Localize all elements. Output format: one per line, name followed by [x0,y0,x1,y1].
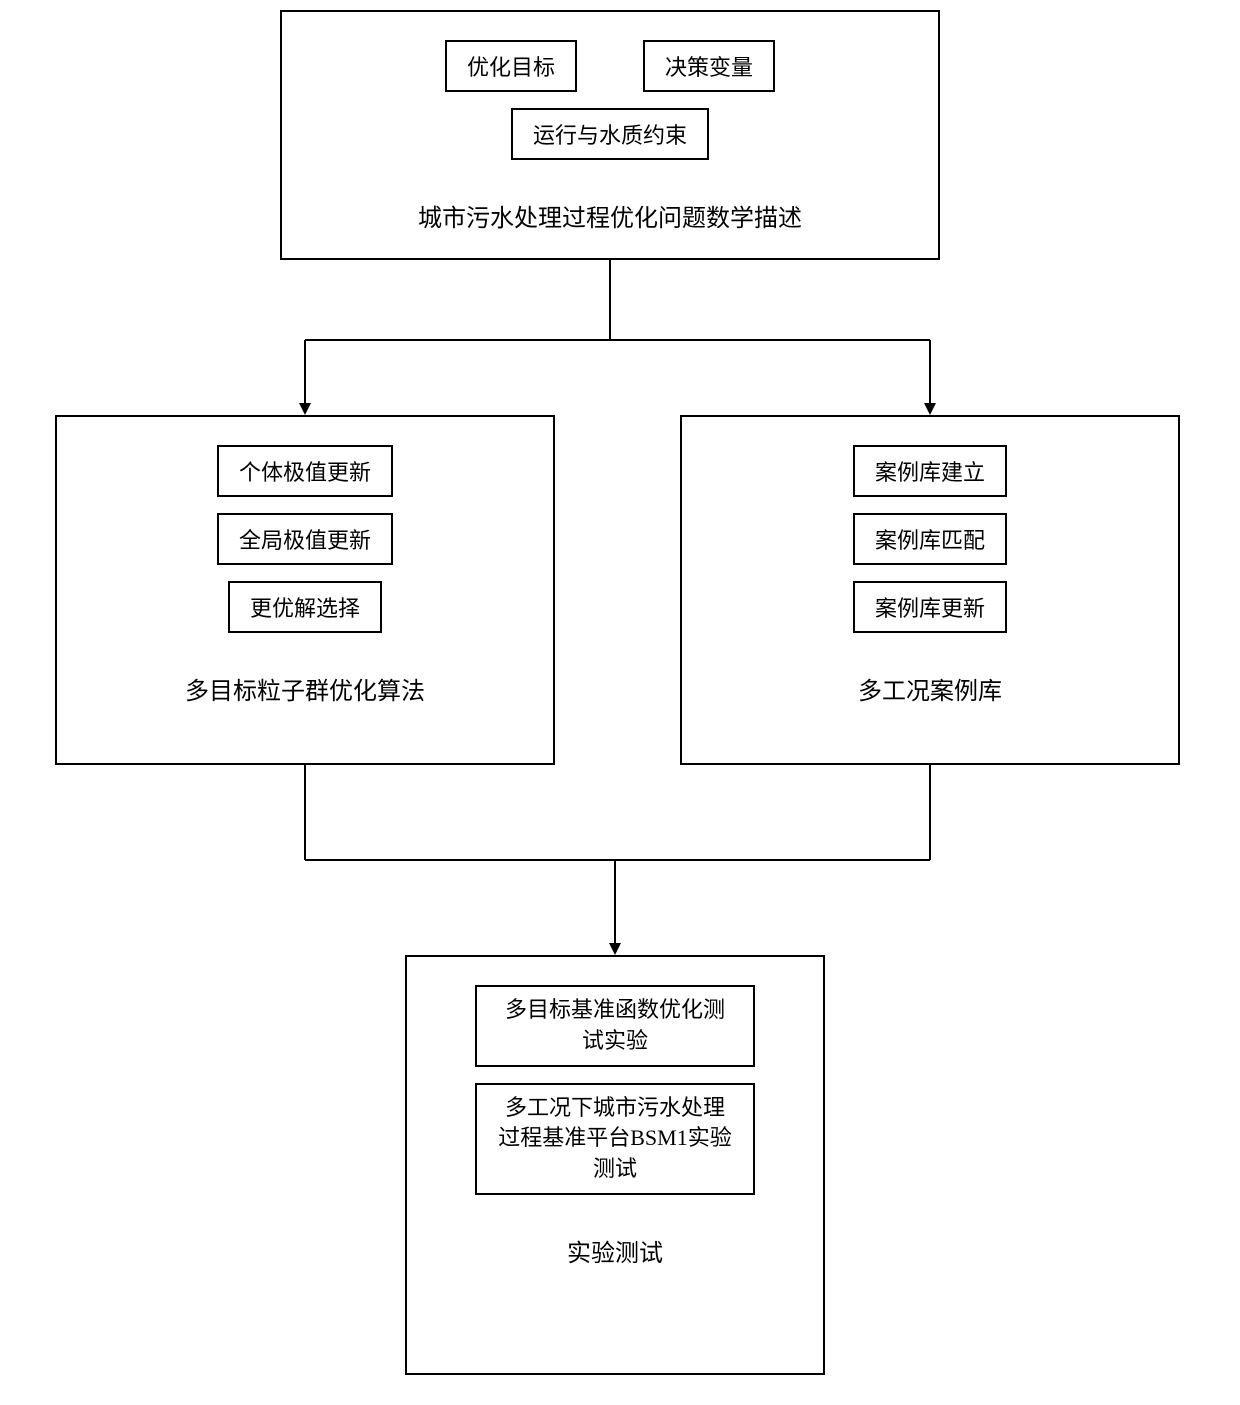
box-individual-update: 个体极值更新 [217,445,393,497]
box-constraint: 运行与水质约束 [511,108,709,160]
box-global-update: 全局极值更新 [217,513,393,565]
node-title-mopso: 多目标粒子群优化算法 [185,671,425,706]
box-case-match: 案例库匹配 [853,513,1007,565]
box-benchmark-test: 多目标基准函数优化测试实验 [475,985,755,1067]
box-decision-var: 决策变量 [643,40,775,92]
node-experiment: 多目标基准函数优化测试实验 多工况下城市污水处理过程基准平台BSM1实验测试 实… [405,955,825,1375]
box-case-build: 案例库建立 [853,445,1007,497]
node-case-library: 案例库建立 案例库匹配 案例库更新 多工况案例库 [680,415,1180,765]
box-bsm1-test: 多工况下城市污水处理过程基准平台BSM1实验测试 [475,1083,755,1195]
node-title-experiment: 实验测试 [567,1233,663,1268]
node-problem-description: 优化目标 决策变量 运行与水质约束 城市污水处理过程优化问题数学描述 [280,10,940,260]
node-title-problem: 城市污水处理过程优化问题数学描述 [418,198,802,233]
box-opt-target: 优化目标 [445,40,577,92]
flowchart-diagram: 优化目标 决策变量 运行与水质约束 城市污水处理过程优化问题数学描述 个体极值更… [0,0,1240,1405]
node-mopso: 个体极值更新 全局极值更新 更优解选择 多目标粒子群优化算法 [55,415,555,765]
box-case-update: 案例库更新 [853,581,1007,633]
box-better-select: 更优解选择 [228,581,382,633]
node-title-case: 多工况案例库 [858,671,1002,706]
